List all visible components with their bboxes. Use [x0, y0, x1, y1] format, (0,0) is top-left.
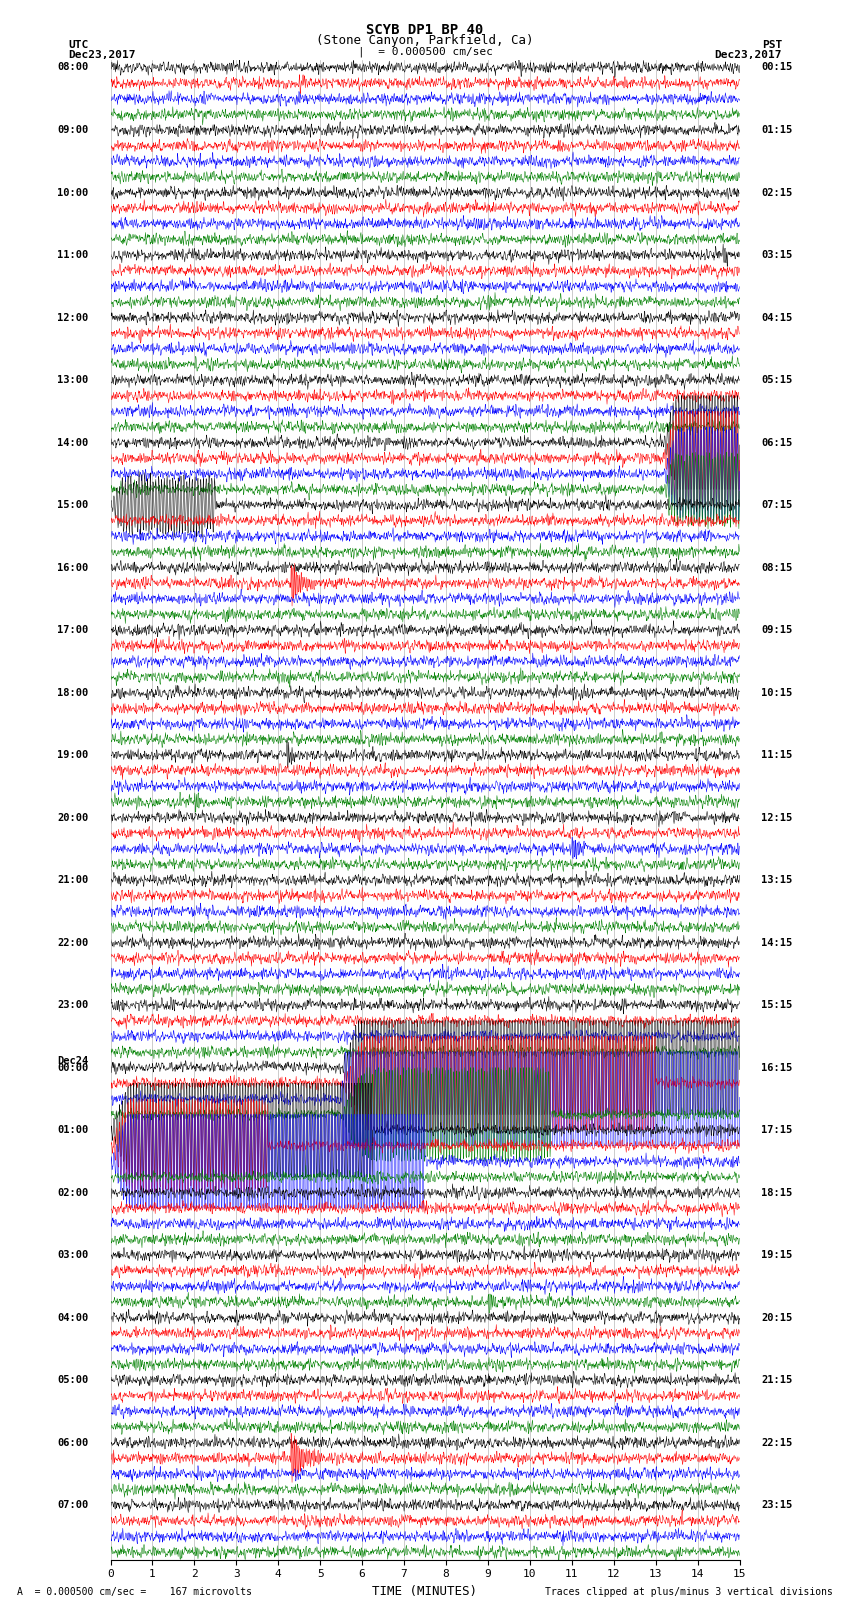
- Text: 16:00: 16:00: [58, 563, 88, 573]
- Text: 10:15: 10:15: [762, 687, 792, 697]
- Text: 10:00: 10:00: [58, 187, 88, 197]
- Text: UTC: UTC: [68, 40, 88, 50]
- Text: 05:15: 05:15: [762, 374, 792, 386]
- Text: Dec23,2017: Dec23,2017: [68, 50, 135, 60]
- Text: 19:00: 19:00: [58, 750, 88, 760]
- Text: 18:00: 18:00: [58, 687, 88, 697]
- Text: 08:15: 08:15: [762, 563, 792, 573]
- Text: 11:00: 11:00: [58, 250, 88, 260]
- Text: 12:15: 12:15: [762, 813, 792, 823]
- Text: 14:15: 14:15: [762, 937, 792, 947]
- Text: 17:15: 17:15: [762, 1124, 792, 1136]
- Text: 06:00: 06:00: [58, 1437, 88, 1447]
- Text: 00:00: 00:00: [58, 1063, 88, 1073]
- Text: 20:15: 20:15: [762, 1313, 792, 1323]
- Text: 07:15: 07:15: [762, 500, 792, 510]
- Text: 11:15: 11:15: [762, 750, 792, 760]
- Text: Dec23,2017: Dec23,2017: [715, 50, 782, 60]
- Text: 21:00: 21:00: [58, 874, 88, 886]
- Text: 15:15: 15:15: [762, 1000, 792, 1010]
- Text: A  = 0.000500 cm/sec =    167 microvolts: A = 0.000500 cm/sec = 167 microvolts: [17, 1587, 252, 1597]
- Text: 20:00: 20:00: [58, 813, 88, 823]
- Text: 06:15: 06:15: [762, 437, 792, 447]
- Text: 03:15: 03:15: [762, 250, 792, 260]
- Text: 21:15: 21:15: [762, 1374, 792, 1386]
- X-axis label: TIME (MINUTES): TIME (MINUTES): [372, 1586, 478, 1598]
- Text: 13:15: 13:15: [762, 874, 792, 886]
- Text: 18:15: 18:15: [762, 1187, 792, 1197]
- Text: SCYB DP1 BP 40: SCYB DP1 BP 40: [366, 24, 484, 37]
- Text: 14:00: 14:00: [58, 437, 88, 447]
- Text: 23:00: 23:00: [58, 1000, 88, 1010]
- Text: 23:15: 23:15: [762, 1500, 792, 1510]
- Text: 16:15: 16:15: [762, 1063, 792, 1073]
- Text: 22:00: 22:00: [58, 937, 88, 947]
- Text: (Stone Canyon, Parkfield, Ca): (Stone Canyon, Parkfield, Ca): [316, 34, 534, 47]
- Text: 08:00: 08:00: [58, 63, 88, 73]
- Text: 04:00: 04:00: [58, 1313, 88, 1323]
- Text: 19:15: 19:15: [762, 1250, 792, 1260]
- Text: Traces clipped at plus/minus 3 vertical divisions: Traces clipped at plus/minus 3 vertical …: [545, 1587, 833, 1597]
- Text: 12:00: 12:00: [58, 313, 88, 323]
- Text: 01:00: 01:00: [58, 1124, 88, 1136]
- Text: |  = 0.000500 cm/sec: | = 0.000500 cm/sec: [358, 47, 492, 58]
- Text: 00:15: 00:15: [762, 63, 792, 73]
- Text: 09:00: 09:00: [58, 124, 88, 135]
- Text: 09:15: 09:15: [762, 624, 792, 636]
- Text: Dec24: Dec24: [58, 1057, 88, 1066]
- Text: 22:15: 22:15: [762, 1437, 792, 1447]
- Text: 02:00: 02:00: [58, 1187, 88, 1197]
- Text: 01:15: 01:15: [762, 124, 792, 135]
- Text: 07:00: 07:00: [58, 1500, 88, 1510]
- Text: 13:00: 13:00: [58, 374, 88, 386]
- Text: 15:00: 15:00: [58, 500, 88, 510]
- Text: 03:00: 03:00: [58, 1250, 88, 1260]
- Text: 05:00: 05:00: [58, 1374, 88, 1386]
- Text: PST: PST: [762, 40, 782, 50]
- Text: 17:00: 17:00: [58, 624, 88, 636]
- Text: 04:15: 04:15: [762, 313, 792, 323]
- Text: 02:15: 02:15: [762, 187, 792, 197]
